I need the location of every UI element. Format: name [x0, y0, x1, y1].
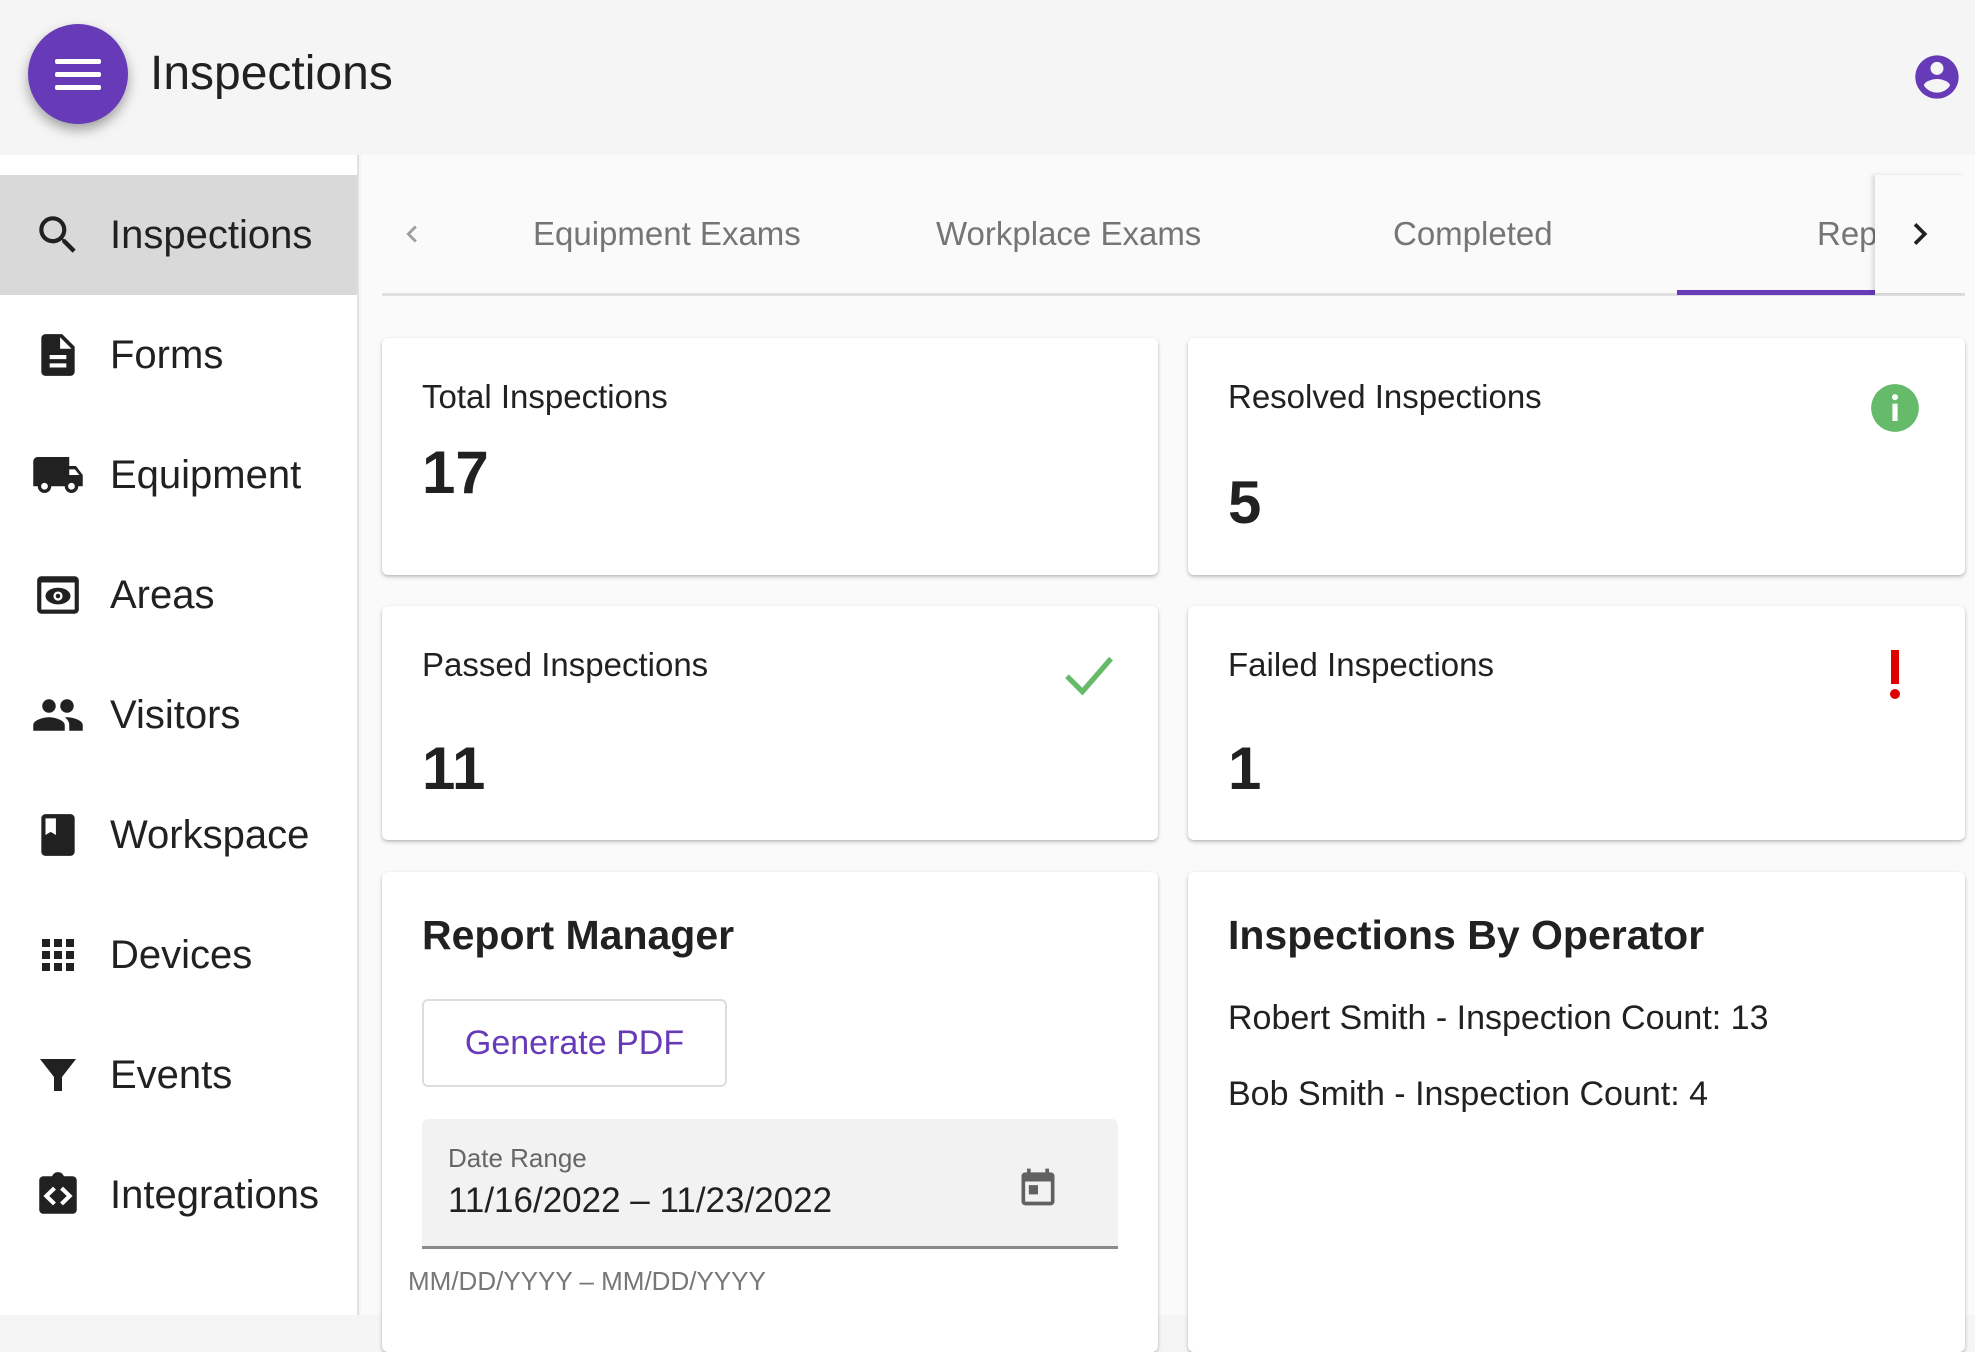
- page-title: Inspections: [150, 47, 393, 100]
- sidebar-item-devices[interactable]: Devices: [0, 895, 357, 1015]
- hamburger-icon-line: [55, 84, 101, 90]
- card-value: 1: [1228, 735, 1262, 802]
- failed-inspections-card: Failed Inspections 1: [1188, 606, 1965, 840]
- card-label: Resolved Inspections: [1228, 378, 1542, 415]
- tab-reports[interactable]: Reports: [1817, 215, 1875, 252]
- card-title: Inspections By Operator: [1228, 912, 1705, 958]
- active-tab-indicator: [1677, 290, 1875, 295]
- chevron-left-icon: [406, 225, 417, 243]
- card-value: 11: [422, 735, 486, 802]
- sidebar-item-workspace[interactable]: Workspace: [0, 775, 357, 895]
- exclamation-icon: [1890, 650, 1900, 699]
- date-range-value: 11/16/2022 – 11/23/2022: [448, 1181, 833, 1220]
- check-icon: [1065, 656, 1113, 696]
- total-inspections-card: Total Inspections 17: [382, 338, 1158, 575]
- date-format-hint: MM/DD/YYYY – MM/DD/YYYY: [408, 1266, 766, 1296]
- tab-scroll-right-button[interactable]: [1875, 175, 1965, 293]
- document-icon: [30, 327, 86, 383]
- sidebar-item-equipment[interactable]: Equipment: [0, 415, 357, 535]
- code-icon: [30, 1167, 86, 1223]
- app-header: Inspections: [0, 0, 1975, 155]
- filter-icon: [30, 1047, 86, 1103]
- tab-completed[interactable]: Completed: [1393, 215, 1553, 252]
- search-icon: [30, 207, 86, 263]
- sidebar-item-inspections[interactable]: Inspections: [0, 175, 357, 295]
- sidebar-item-label: Equipment: [110, 452, 302, 497]
- sidebar-item-label: Devices: [110, 932, 253, 977]
- hamburger-icon: [55, 58, 101, 64]
- sidebar: Inspections Forms Equipment Areas Visito…: [0, 155, 359, 1315]
- sidebar-item-events[interactable]: Events: [0, 1015, 357, 1135]
- grid-icon: [30, 927, 86, 983]
- sidebar-item-label: Areas: [110, 572, 215, 617]
- tab-equipment-exams[interactable]: Equipment Exams: [533, 215, 801, 252]
- date-range-label: Date Range: [448, 1143, 587, 1173]
- info-icon: [1871, 384, 1919, 432]
- truck-icon: [30, 447, 86, 503]
- account-circle-icon[interactable]: [1911, 51, 1963, 103]
- card-label: Total Inspections: [422, 378, 668, 415]
- menu-button[interactable]: [28, 24, 128, 124]
- card-title: Report Manager: [422, 912, 735, 958]
- sidebar-item-label: Integrations: [110, 1172, 320, 1217]
- tab-workplace-exams[interactable]: Workplace Exams: [936, 215, 1202, 252]
- people-icon: [30, 687, 86, 743]
- date-range-input[interactable]: Date Range 11/16/2022 – 11/23/2022: [422, 1119, 1118, 1249]
- card-value: 17: [422, 439, 489, 506]
- resolved-inspections-card: Resolved Inspections 5: [1188, 338, 1965, 575]
- card-value: 5: [1228, 469, 1262, 536]
- calendar-icon[interactable]: [1016, 1163, 1060, 1211]
- operator-row: Robert Smith - Inspection Count: 13: [1228, 999, 1769, 1037]
- sidebar-item-label: Forms: [110, 332, 224, 377]
- report-manager-card: Report Manager Generate PDF Date Range 1…: [382, 872, 1158, 1352]
- sidebar-item-label: Events: [110, 1052, 233, 1097]
- hamburger-icon-line: [55, 71, 101, 77]
- generate-pdf-button[interactable]: Generate PDF: [422, 999, 727, 1087]
- passed-inspections-card: Passed Inspections 11: [382, 606, 1158, 840]
- sidebar-item-areas[interactable]: Areas: [0, 535, 357, 655]
- operator-row: Bob Smith - Inspection Count: 4: [1228, 1075, 1709, 1113]
- chevron-right-icon: [1913, 223, 1928, 245]
- card-label: Passed Inspections: [422, 646, 709, 683]
- book-icon: [30, 807, 86, 863]
- sidebar-item-forms[interactable]: Forms: [0, 295, 357, 415]
- inspections-by-operator-card: Inspections By Operator Robert Smith - I…: [1188, 872, 1965, 1352]
- tab-bar: Equipment Exams Workplace Exams Complete…: [382, 175, 1965, 296]
- eye-icon: [30, 567, 86, 623]
- sidebar-item-label: Workspace: [110, 812, 310, 857]
- card-label: Failed Inspections: [1228, 646, 1494, 683]
- sidebar-item-label: Visitors: [110, 692, 241, 737]
- sidebar-item-visitors[interactable]: Visitors: [0, 655, 357, 775]
- sidebar-item-integrations[interactable]: Integrations: [0, 1135, 357, 1255]
- tab-scroll-left-button[interactable]: [382, 175, 442, 293]
- sidebar-item-label: Inspections: [110, 212, 313, 257]
